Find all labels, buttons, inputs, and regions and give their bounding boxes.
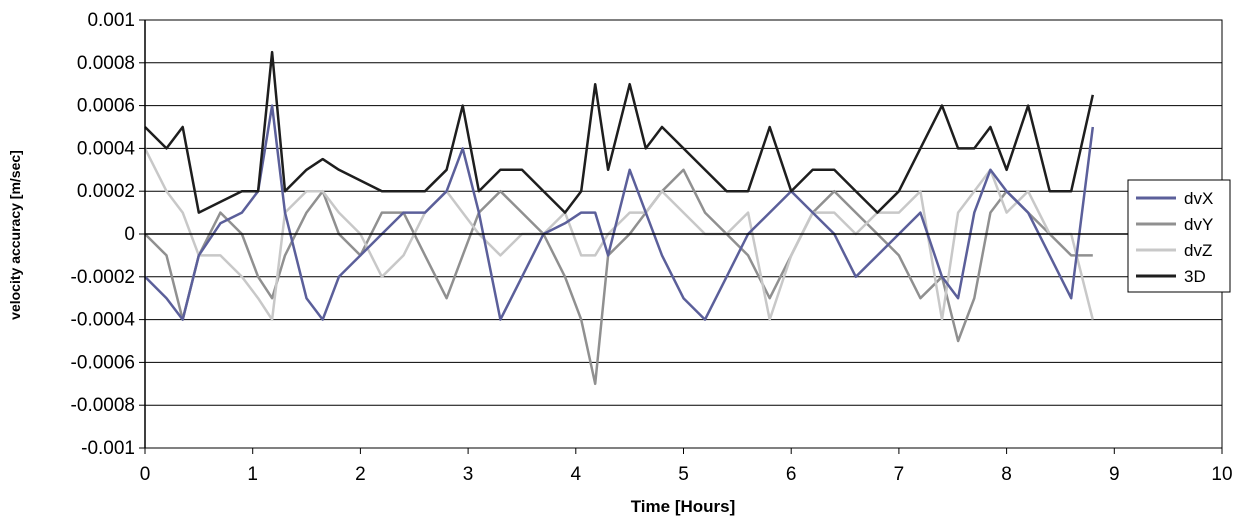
y-tick-label: 0 bbox=[124, 224, 135, 245]
x-tick-label: 5 bbox=[678, 464, 689, 485]
y-tick-label: 0.0008 bbox=[77, 53, 135, 74]
x-tick-label: 1 bbox=[247, 464, 258, 485]
legend-label-dvx: dvX bbox=[1184, 189, 1213, 208]
x-tick-label: 8 bbox=[1001, 464, 1012, 485]
y-tick-label: -0.0002 bbox=[71, 267, 135, 288]
y-tick-labels: 0.001 0.0008 0.0006 0.0004 0.0002 0 -0.0002 -0.… bbox=[71, 10, 145, 459]
legend-label-3d: 3D bbox=[1184, 267, 1206, 286]
y-tick-label: -0.0006 bbox=[71, 352, 135, 373]
series-line-dvy bbox=[144, 168, 1093, 386]
x-tick-label: 3 bbox=[463, 464, 474, 485]
y-tick-label: 0.0002 bbox=[77, 181, 135, 202]
x-tick-label: 6 bbox=[786, 464, 797, 485]
y-axis-title: velocity accuracy [m/sec] bbox=[7, 150, 23, 320]
x-tick-label: 10 bbox=[1211, 464, 1232, 485]
y-tick-label: 0.001 bbox=[87, 10, 135, 31]
y-tick-label: -0.0004 bbox=[71, 310, 136, 331]
legend: dvX dvY dvZ 3D bbox=[1127, 179, 1231, 293]
legend-label-dvy: dvY bbox=[1184, 215, 1213, 234]
y-tick-label: -0.001 bbox=[81, 438, 135, 459]
x-axis-title: Time [Hours] bbox=[631, 497, 736, 516]
y-tick-label: -0.0008 bbox=[71, 395, 135, 416]
x-tick-label: 0 bbox=[140, 464, 151, 485]
legend-label-dvz: dvZ bbox=[1184, 241, 1212, 260]
x-tick-labels: 0 1 2 3 4 5 6 7 8 9 10 bbox=[140, 448, 1233, 485]
x-tick-label: 2 bbox=[355, 464, 366, 485]
y-tick-label: 0.0004 bbox=[77, 138, 136, 159]
y-tick-label: 0.0006 bbox=[77, 96, 135, 117]
x-tick-label: 4 bbox=[571, 464, 582, 485]
series-line-dvz bbox=[143, 147, 1095, 321]
x-tick-label: 9 bbox=[1109, 464, 1120, 485]
series-line-3d bbox=[144, 50, 1095, 214]
x-tick-label: 7 bbox=[894, 464, 905, 485]
